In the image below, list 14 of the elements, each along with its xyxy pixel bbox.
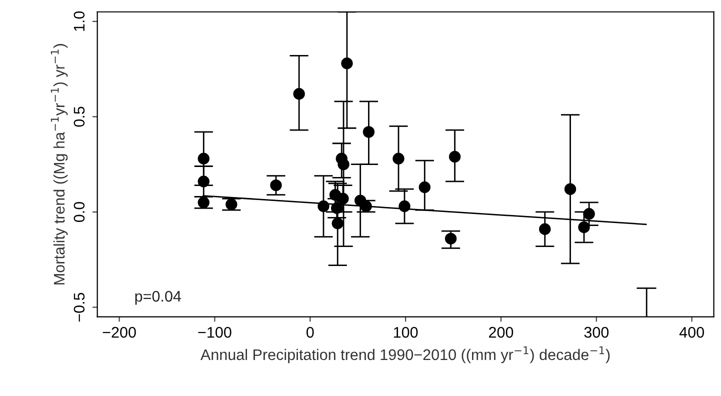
annotation: p=0.04 <box>135 290 182 305</box>
x-tick-label: 100 <box>394 326 418 338</box>
y-tick-label: 0.5 <box>74 106 85 127</box>
x-tick-label: 200 <box>489 326 514 338</box>
y-axis-title: Mortality trend ((Mg ha$^{−1}$yr$^{−1}$) yr$^{−1}$) <box>50 44 68 284</box>
y-tick-label: 1.0 <box>74 11 85 31</box>
x-axis-title: Annual Precipitation trend 1990−2010 ((mm yr$^{−1}$) decade$^{−1}$) <box>200 346 610 364</box>
y-tick-label: 0.0 <box>74 202 85 222</box>
y-tick-label: −0.5 <box>74 292 85 322</box>
x-tick-label: −100 <box>198 326 232 338</box>
x-tick-label: 300 <box>584 326 609 338</box>
x-tick-label: 0 <box>306 326 314 338</box>
x-tick-label: 400 <box>679 326 704 338</box>
x-tick-label: −200 <box>102 326 136 338</box>
